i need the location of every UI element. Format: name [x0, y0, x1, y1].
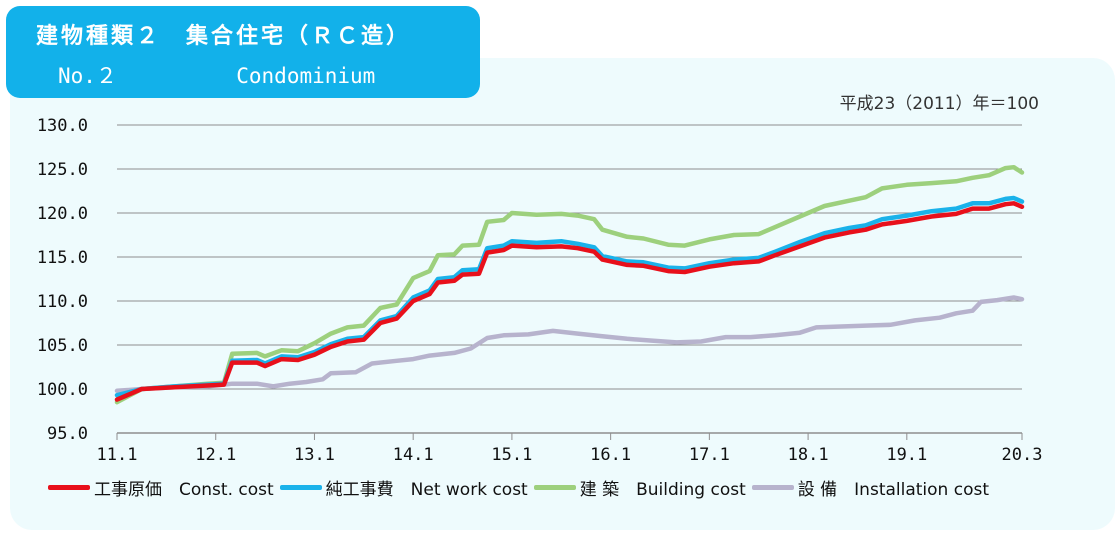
x-tick-label: 15.1 — [491, 445, 532, 465]
x-tick-label: 17.1 — [689, 445, 730, 465]
y-tick-label: 125.0 — [37, 160, 88, 180]
y-tick-label: 110.0 — [37, 292, 88, 312]
legend-label-const: 工事原価 Const. cost — [94, 479, 274, 500]
legend-label-net: 純工事費 Net work cost — [325, 479, 528, 500]
series-line-net — [114, 195, 1025, 398]
legend-item-install: 設 備 Installation cost — [751, 475, 989, 500]
legend-swatch-const — [48, 484, 90, 490]
y-tick-label: 120.0 — [37, 204, 88, 224]
legend-swatch-install — [751, 484, 794, 490]
x-tick-label: 18.1 — [788, 445, 829, 465]
chart-title-jp: 建物種類２ 集合住宅（ＲＣ造） — [36, 24, 412, 49]
y-tick-label: 100.0 — [37, 380, 88, 400]
legend-item-const: 工事原価 Const. cost — [48, 475, 274, 500]
chart-subtitle: No.２ Condominium — [58, 60, 375, 90]
x-tick-label: 20.3 — [1002, 445, 1043, 465]
y-tick-label: 95.0 — [47, 424, 88, 444]
base-year-note: 平成23（2011）年＝100 — [839, 94, 1039, 114]
y-tick-label: 105.0 — [37, 336, 88, 356]
series-line-building — [114, 164, 1025, 405]
series-line-install — [114, 295, 1025, 394]
legend-label-install: 設 備 Installation cost — [797, 479, 989, 500]
x-axis-ticks: 11.1 12.1 13.1 14.1 15.1 16.1 17.1 18.1 19.1 20.3 — [97, 433, 1043, 465]
legend-label-building: 建 築 Building cost — [579, 479, 746, 500]
x-tick-label: 14.1 — [393, 445, 434, 465]
y-axis-ticks: 95.0 100.0 105.0 110.0 115.0 120.0 125.0 130.0 — [37, 116, 88, 444]
x-tick-label: 12.1 — [195, 445, 236, 465]
series-lines — [114, 164, 1025, 405]
gridlines — [117, 124, 1022, 434]
legend-swatch-net — [279, 484, 322, 490]
chart-title-en: Condominium — [236, 64, 376, 88]
legend-swatch-building — [533, 484, 576, 490]
title-banner: 建物種類２ 集合住宅（ＲＣ造） No.２ Condominium — [6, 6, 480, 98]
series-line-const — [114, 201, 1025, 402]
y-tick-label: 115.0 — [37, 248, 88, 268]
legend: 工事原価 Const. cost 純工事費 Net work cost 建 築 … — [48, 475, 995, 500]
y-tick-label: 130.0 — [37, 116, 88, 136]
x-tick-label: 11.1 — [97, 445, 138, 465]
x-tick-label: 19.1 — [886, 445, 927, 465]
chart-panel — [10, 58, 1115, 530]
x-tick-label: 16.1 — [590, 445, 631, 465]
x-tick-label: 13.1 — [294, 445, 335, 465]
legend-item-building: 建 築 Building cost — [533, 475, 746, 500]
chart-number: No.２ — [58, 64, 117, 88]
legend-item-net: 純工事費 Net work cost — [279, 475, 528, 500]
